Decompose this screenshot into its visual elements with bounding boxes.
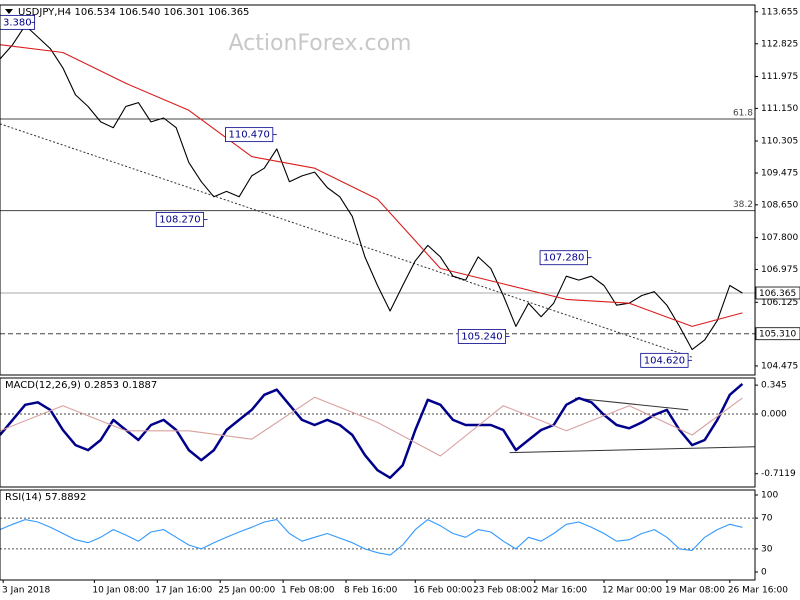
y-tick-label: 107.800 [761,233,798,243]
y-tick-label: 106.125 [761,298,798,308]
x-tick-label: 8 Feb 16:00 [344,586,398,596]
trend-line [0,123,693,358]
y-tick-label: 108.650 [761,200,798,210]
plot-area [0,382,755,480]
x-tick-label: 2 Mar 16:00 [533,586,588,596]
y-tick-label: 113.655 [761,7,798,17]
x-tick-label: 19 Mar 08:00 [665,586,725,596]
y-tick-label: 30 [761,544,773,554]
y-tick-label: 0.000 [761,410,787,420]
price-label-box [755,327,800,341]
x-tick-label: 1 Feb 08:00 [281,586,335,596]
price-label: 106.365 [759,289,796,299]
y-tick-label: 70 [761,514,773,524]
x-tick-label: 25 Jan 00:00 [218,586,275,596]
panel-title: USDJPY,H4 106.534 106.540 106.301 106.36… [18,7,249,18]
y-tick-label: 0.345 [761,381,787,391]
annotation-label: 105.240 [461,331,502,342]
plot-area [0,517,755,556]
annotation-label: 3.380 [3,17,32,28]
price-label: 105.310 [759,330,796,340]
y-tick-label: 0 [761,567,767,577]
x-tick-label: 10 Jan 08:00 [92,586,149,596]
x-tick-label: 26 Mar 16:00 [728,586,788,596]
watermark: ActionForex.com [229,31,412,56]
series-line [0,382,744,480]
series-line [0,519,743,556]
panel-title: RSI(14) 57.8892 [5,492,86,503]
plot-area: 61.8 38.2 [0,24,755,358]
trend-line [509,446,755,454]
series-line [0,24,743,351]
panel-frame [0,489,756,581]
x-tick-label: 17 Jan 16:00 [155,586,212,596]
annotation-label: 104.620 [644,355,685,366]
series-line [0,396,743,457]
trend-line [575,397,689,411]
y-tick-label: 109.475 [761,169,798,179]
menu-triangle [5,9,13,14]
level-label: 61.8 [733,109,753,119]
x-tick-label: 12 Mar 00:00 [602,586,662,596]
y-tick-label: -0.7119 [761,469,796,479]
y-tick-label: 112.825 [761,39,798,49]
x-tick-label: 23 Feb 08:00 [473,586,532,596]
series-line [0,44,743,327]
panel-title: MACD(12,26,9) 0.2853 0.1887 [5,380,157,391]
panel-frame [0,377,756,488]
y-tick-label: 110.305 [761,137,798,147]
y-tick-label: 111.975 [761,72,798,82]
price-label-box [755,286,800,300]
annotation-label: 110.470 [228,130,269,141]
y-tick-label: 106.975 [761,265,798,275]
x-tick-label: 16 Feb 00:00 [413,586,472,596]
level-label: 38.2 [733,200,753,210]
annotation-box [225,127,274,143]
y-tick-label: 111.150 [761,104,798,114]
x-tick-label: 3 Jan 2018 [2,586,50,596]
panel-frame [0,4,756,376]
y-tick-label: 104.475 [761,361,798,371]
y-tick-label: 100 [761,491,778,501]
annotation-label: 108.270 [159,215,200,226]
annotation-label: 107.280 [543,253,584,264]
